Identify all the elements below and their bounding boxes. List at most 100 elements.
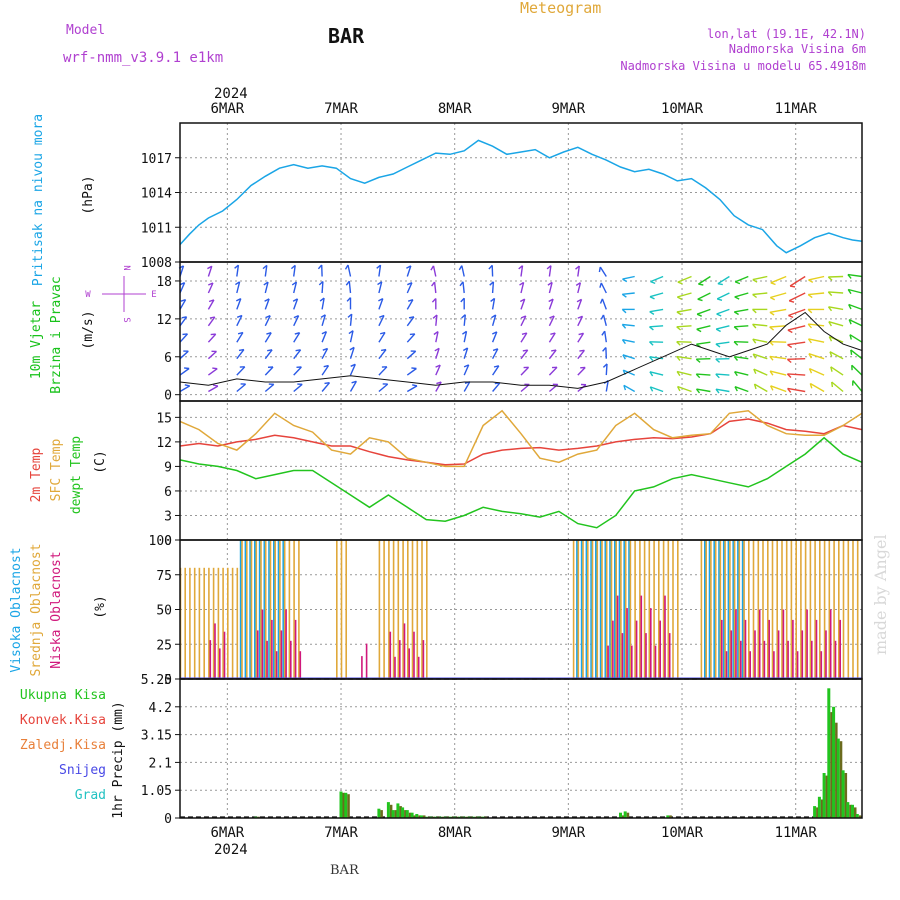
wind-barb (577, 282, 582, 294)
wind-barb-flag (649, 386, 654, 392)
wind-barb (520, 265, 524, 277)
wind-barb (604, 331, 607, 343)
wind-barb-flag (208, 299, 215, 303)
wind-barb (520, 298, 526, 310)
precip-total-bar (401, 807, 405, 818)
wind-barb-flag (547, 281, 553, 286)
y-tick-label: 5.25 (141, 673, 172, 688)
wind-barb (548, 366, 558, 376)
wind-barb-flag (650, 280, 656, 285)
legend-snow: Snijeg (59, 763, 106, 778)
wind-barb (808, 353, 825, 360)
wind-barb (293, 298, 299, 310)
wind-barb (463, 347, 469, 359)
wind-barb-flag (733, 311, 739, 316)
wind-barb (677, 385, 692, 393)
wind-barb (696, 373, 711, 376)
model-elevation-text: Nadmorska Visina u modelu 65.4918m (620, 59, 866, 73)
wind-barb (321, 314, 326, 326)
year-label-top: 2024 (214, 86, 248, 102)
wind-barb (830, 366, 844, 376)
wind-barb (787, 387, 806, 393)
wind-barb-flag (649, 311, 655, 315)
precip-total-bar (822, 773, 826, 818)
precip-conv-bar (394, 810, 398, 818)
legend-frz-rain: Zaledj.Kisa (20, 738, 106, 753)
wind-barb-flag (577, 315, 583, 319)
cloud-unit: (%) (93, 595, 108, 618)
wind-barb-flag (519, 298, 526, 303)
panel-frame (179, 678, 863, 819)
y-tick-label: 0 (164, 534, 172, 549)
wind-barb (463, 314, 466, 326)
wind-barb (752, 353, 768, 360)
wind-barb-flag (409, 333, 415, 336)
wind-barb (207, 333, 217, 343)
bottom-date-label: 8MAR (438, 825, 472, 841)
compass-w: W (85, 290, 91, 300)
wind-barb-flag (769, 355, 774, 361)
wind-barb-flag (788, 314, 794, 319)
wind-barb-flag (622, 354, 626, 360)
wind-barb (207, 350, 217, 360)
cloud-low-ylabel: Niska Oblacnost (49, 551, 64, 668)
y-tick-label: 3 (164, 509, 172, 524)
y-tick-label: 1011 (141, 221, 172, 236)
precip-conv-bar (408, 812, 412, 818)
wind-barb (600, 282, 607, 294)
wind-barb (492, 365, 500, 376)
wind-barb (752, 323, 768, 327)
footer-station: BAR (330, 863, 360, 878)
wind-barb (236, 349, 245, 360)
wind-barb (293, 366, 302, 376)
wind-barb (406, 385, 418, 393)
wind-barb (406, 299, 414, 310)
precip-conv-bar (342, 792, 345, 818)
wind-barb-flag (181, 316, 187, 319)
wind-barb-flag (212, 384, 219, 387)
bottom-date-label: 9MAR (552, 825, 586, 841)
wind-barb-flag (412, 384, 418, 387)
wind-barb (650, 386, 664, 393)
wind-barb-flag (752, 293, 758, 299)
wind-barb-flag (321, 330, 327, 335)
wind-barb-flag (407, 299, 414, 302)
legend-total-rain: Ukupna Kisa (20, 688, 106, 703)
wind-barb-flag (431, 298, 437, 303)
wind-barb-flag (769, 370, 774, 376)
wind-barb-flag (411, 367, 417, 370)
wind-barb-flag (734, 386, 738, 392)
wind-barb-flag (265, 315, 271, 319)
wind-barb (236, 383, 247, 393)
wind-barb-flag (492, 331, 498, 335)
cloud-high-ylabel: Visoka Oblacnost (9, 547, 24, 672)
wind-barb-flag (827, 291, 833, 297)
wind-barb (378, 332, 386, 343)
wind-barb (676, 325, 692, 328)
wind-barb-flag (698, 283, 704, 286)
wind-barb-flag (601, 330, 606, 336)
wind-barb (264, 281, 269, 294)
wind-barb-flag (786, 358, 792, 364)
wind-barb-flag (319, 297, 325, 302)
wind-barb (696, 341, 711, 345)
precip-conv-bar (389, 804, 393, 818)
wind-barb (649, 308, 664, 313)
wind-barb (650, 275, 664, 283)
y-tick-label: 1017 (141, 152, 172, 167)
wind-barb-flag (290, 264, 296, 270)
wind-barb (577, 265, 580, 277)
wind-barb-flag (752, 323, 757, 329)
wind-barb (697, 292, 711, 300)
wind-barb (208, 385, 219, 393)
wind-barb-flag (807, 323, 813, 329)
wind-barb-flag (599, 282, 602, 288)
wind-barb (406, 265, 412, 277)
wind-barb (577, 384, 587, 393)
compass-e: E (151, 290, 156, 300)
wind-barb (463, 381, 471, 392)
compass-s: S (121, 317, 131, 322)
bottom-date-label: 7MAR (324, 825, 358, 841)
wind-barb (293, 383, 303, 393)
wind-barb (349, 347, 355, 359)
